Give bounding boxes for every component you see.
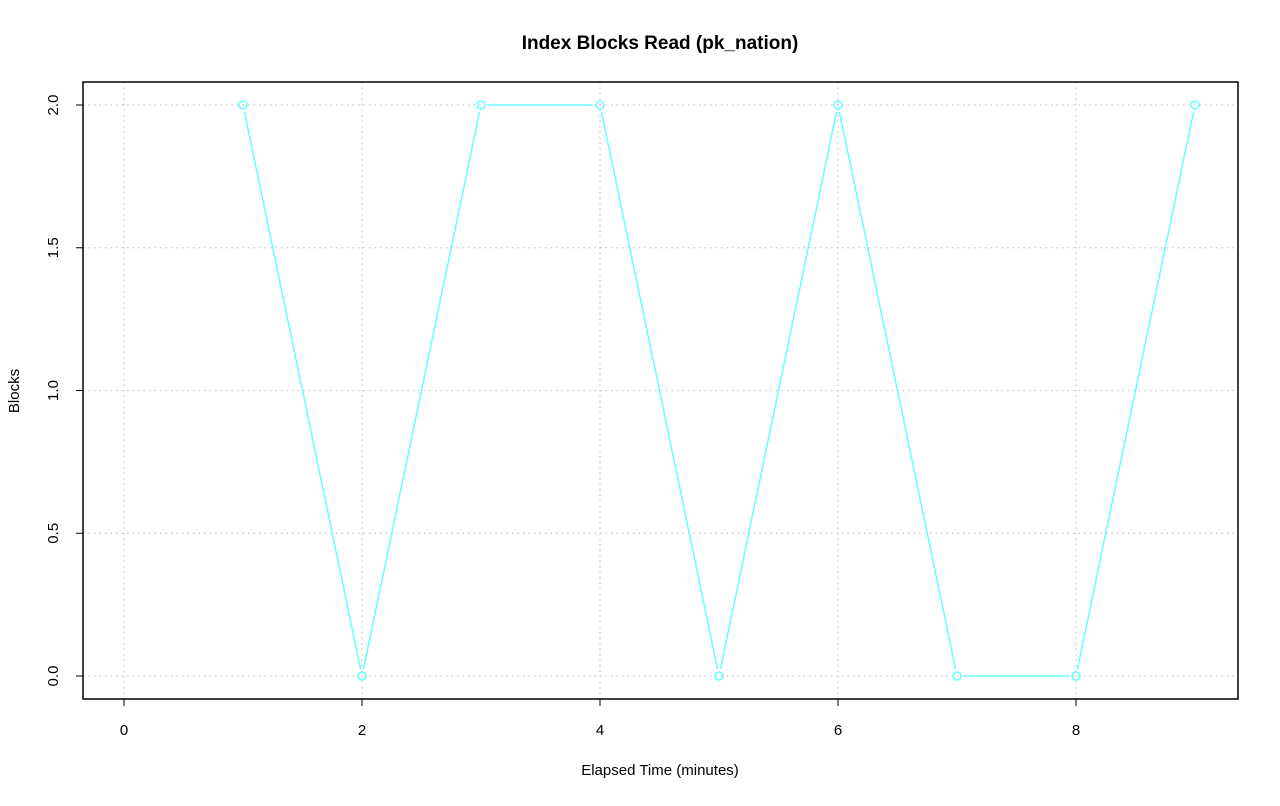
series-line-segment bbox=[243, 111, 362, 670]
series-line-segment bbox=[719, 111, 838, 670]
chart-title: Index Blocks Read (pk_nation) bbox=[522, 33, 799, 54]
data-point bbox=[595, 100, 605, 110]
y-tick-label: 0.0 bbox=[45, 666, 62, 687]
y-tick-label: 1.5 bbox=[45, 237, 62, 258]
axis-layer: 0 2 4 6 8 0.0 0.5 1.0 1.5 2.0 bbox=[45, 95, 1080, 739]
series-line-segment bbox=[1076, 111, 1195, 670]
data-point bbox=[357, 671, 367, 681]
series-line-segment bbox=[362, 111, 481, 670]
data-point bbox=[238, 100, 248, 110]
x-tick-label: 8 bbox=[1072, 722, 1080, 739]
y-tick-label: 2.0 bbox=[45, 95, 62, 116]
data-point bbox=[833, 100, 843, 110]
y-tick-label: 1.0 bbox=[45, 380, 62, 401]
series-layer bbox=[238, 100, 1200, 681]
series-0 bbox=[238, 100, 1200, 681]
series-line-segment bbox=[600, 111, 719, 670]
x-tick-label: 6 bbox=[834, 722, 842, 739]
y-tick-label: 0.5 bbox=[45, 523, 62, 544]
grid-layer bbox=[83, 82, 1238, 699]
x-tick-label: 2 bbox=[358, 722, 366, 739]
series-line-segment bbox=[838, 111, 957, 670]
y-axis-label: Blocks bbox=[6, 369, 23, 413]
data-point bbox=[1071, 671, 1081, 681]
x-tick-label: 0 bbox=[120, 722, 128, 739]
x-axis-label: Elapsed Time (minutes) bbox=[581, 762, 739, 779]
x-tick-label: 4 bbox=[596, 722, 604, 739]
data-point bbox=[476, 100, 486, 110]
data-point bbox=[1190, 100, 1200, 110]
data-point bbox=[952, 671, 962, 681]
data-point bbox=[714, 671, 724, 681]
